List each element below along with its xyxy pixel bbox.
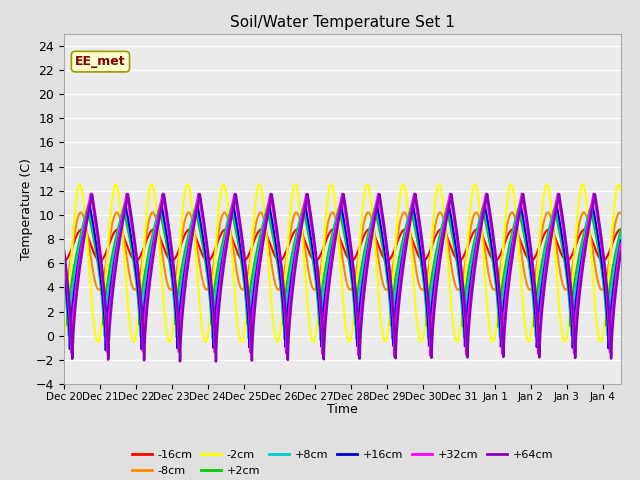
+2cm	[460, 314, 467, 320]
Line: +64cm: +64cm	[64, 194, 621, 361]
+16cm	[207, 306, 215, 312]
+2cm	[102, 289, 110, 295]
+64cm	[228, 213, 236, 218]
-2cm	[471, 182, 479, 188]
+16cm	[102, 347, 109, 353]
+2cm	[207, 318, 215, 324]
+8cm	[516, 202, 524, 207]
+2cm	[60, 276, 68, 282]
Legend: -16cm, -8cm, -2cm, +2cm, +8cm, +16cm, +32cm, +64cm: -16cm, -8cm, -2cm, +2cm, +8cm, +16cm, +3…	[127, 445, 557, 480]
Title: Soil/Water Temperature Set 1: Soil/Water Temperature Set 1	[230, 15, 455, 30]
+16cm	[518, 205, 525, 211]
-2cm	[102, 268, 110, 274]
-16cm	[102, 250, 110, 255]
+8cm	[460, 316, 467, 322]
-16cm	[568, 252, 576, 257]
+64cm	[460, 285, 467, 290]
+16cm	[60, 269, 68, 275]
-8cm	[568, 264, 576, 270]
-16cm	[207, 255, 215, 261]
Text: EE_met: EE_met	[75, 55, 126, 68]
-8cm	[102, 259, 110, 265]
+8cm	[518, 211, 525, 217]
-8cm	[275, 287, 282, 293]
Line: +16cm: +16cm	[64, 204, 621, 350]
-8cm	[518, 251, 525, 257]
Y-axis label: Temperature (C): Temperature (C)	[20, 158, 33, 260]
+8cm	[102, 308, 110, 313]
+32cm	[228, 206, 236, 212]
+32cm	[60, 253, 68, 259]
-8cm	[257, 210, 264, 216]
-8cm	[617, 210, 625, 216]
-8cm	[228, 235, 236, 240]
-2cm	[228, 248, 236, 253]
-2cm	[60, 333, 68, 339]
-16cm	[60, 258, 68, 264]
+16cm	[617, 238, 625, 243]
+2cm	[518, 219, 525, 225]
+32cm	[568, 310, 576, 315]
-16cm	[228, 234, 236, 240]
-2cm	[617, 187, 625, 193]
-2cm	[460, 298, 467, 304]
+32cm	[460, 292, 467, 298]
+64cm	[412, 191, 419, 197]
+64cm	[568, 301, 576, 307]
+8cm	[617, 230, 625, 236]
+32cm	[102, 324, 110, 330]
+64cm	[60, 247, 68, 253]
+2cm	[617, 226, 625, 232]
-8cm	[60, 286, 68, 292]
+64cm	[212, 359, 220, 364]
+64cm	[207, 280, 215, 286]
-16cm	[617, 227, 625, 232]
-2cm	[568, 278, 576, 284]
-16cm	[517, 240, 525, 245]
+16cm	[337, 201, 345, 206]
-8cm	[207, 275, 215, 280]
+8cm	[207, 312, 215, 317]
+64cm	[102, 312, 110, 317]
+64cm	[518, 200, 525, 206]
-8cm	[460, 272, 467, 278]
+32cm	[517, 195, 525, 201]
+2cm	[495, 324, 502, 330]
+16cm	[228, 208, 236, 214]
+16cm	[460, 310, 467, 316]
+32cm	[617, 240, 625, 246]
+32cm	[207, 288, 215, 294]
-2cm	[518, 281, 525, 287]
+8cm	[316, 336, 324, 342]
+2cm	[568, 296, 576, 301]
+8cm	[568, 317, 576, 323]
+2cm	[156, 205, 163, 211]
+16cm	[102, 329, 110, 335]
Line: -2cm: -2cm	[64, 185, 621, 342]
+32cm	[390, 353, 398, 359]
-2cm	[207, 302, 215, 308]
Line: -8cm: -8cm	[64, 213, 621, 290]
Line: +2cm: +2cm	[64, 208, 621, 327]
Line: +8cm: +8cm	[64, 204, 621, 339]
+2cm	[228, 208, 236, 214]
Line: -16cm: -16cm	[64, 229, 621, 261]
+8cm	[60, 273, 68, 278]
-16cm	[459, 254, 467, 260]
-2cm	[453, 339, 461, 345]
+8cm	[228, 204, 236, 209]
Line: +32cm: +32cm	[64, 194, 621, 356]
+16cm	[568, 335, 576, 341]
+64cm	[617, 250, 625, 255]
+32cm	[590, 191, 598, 197]
X-axis label: Time: Time	[327, 403, 358, 416]
